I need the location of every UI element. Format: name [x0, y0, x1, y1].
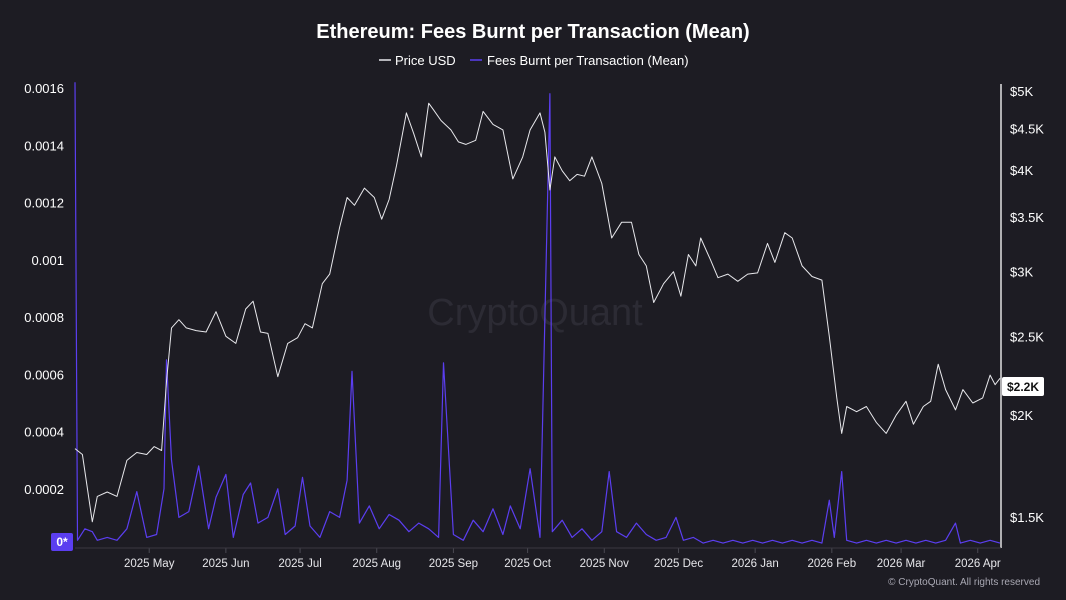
current-price-badge-label: $2.2K — [1007, 380, 1039, 394]
x-tick-label: 2026 Mar — [877, 558, 926, 570]
legend-item-price[interactable]: Price USD — [379, 53, 456, 68]
left-tick-label: 0.0016 — [24, 81, 64, 96]
x-tick-label: 2025 Oct — [504, 558, 551, 570]
right-tick-label: $1.5K — [1010, 510, 1044, 525]
x-tick-label: 2025 Jul — [278, 558, 321, 570]
left-tick-label: 0.0006 — [24, 367, 64, 382]
x-tick-label: 2025 May — [124, 558, 175, 570]
right-tick-label: $5K — [1010, 84, 1033, 99]
legend[interactable]: Price USD Fees Burnt per Transaction (Me… — [379, 53, 689, 68]
left-axis-ticks: 0.0016 0.0014 0.0012 0.001 0.0008 0.0006 0.000… — [24, 81, 64, 497]
right-tick-label: $2K — [1010, 408, 1033, 423]
watermark: CryptoQuant — [427, 292, 643, 334]
left-tick-label: 0.0002 — [24, 482, 64, 497]
x-tick-label: 2025 Jun — [202, 558, 249, 570]
x-tick-label: 2025 Sep — [429, 558, 478, 570]
left-tick-label: 0.0012 — [24, 196, 64, 211]
x-tick-label: 2025 Dec — [654, 558, 703, 570]
current-price-badge-background — [1002, 377, 1044, 396]
series-line-price — [74, 102, 1001, 523]
x-tick-label: 2025 Nov — [580, 558, 629, 570]
right-tick-label: $4.5K — [1010, 121, 1044, 136]
x-tick-label: 2026 Feb — [808, 558, 857, 570]
x-tick-label: 2025 Aug — [352, 558, 401, 570]
legend-item-fees[interactable]: Fees Burnt per Transaction (Mean) — [470, 53, 689, 68]
legend-label-price: Price USD — [395, 53, 456, 68]
series-line-fees — [74, 82, 1001, 544]
left-tick-label: 0.0004 — [24, 425, 64, 440]
right-tick-label: $3.5K — [1010, 210, 1044, 225]
left-tick-label: 0.001 — [31, 253, 64, 268]
legend-label-fees: Fees Burnt per Transaction (Mean) — [487, 53, 689, 68]
x-tick-label: 2026 Jan — [731, 558, 778, 570]
copyright: © CryptoQuant. All rights reserved — [888, 577, 1040, 588]
x-tick-label: 2026 Apr — [955, 558, 1001, 570]
zero-badge: 0* — [51, 533, 73, 551]
right-tick-label: $3K — [1010, 265, 1033, 280]
zero-badge-background — [51, 533, 73, 551]
x-axis-ticks: 2025 May 2025 Jun 2025 Jul 2025 Aug 2025 Sep… — [124, 548, 1001, 570]
right-tick-label: $2.5K — [1010, 329, 1044, 344]
left-tick-label: 0.0014 — [24, 138, 64, 153]
zero-badge-label: 0* — [56, 535, 68, 549]
left-tick-label: 0.0008 — [24, 310, 64, 325]
chart-title: Ethereum: Fees Burnt per Transaction (Me… — [316, 21, 749, 43]
right-tick-label: $4K — [1010, 163, 1033, 178]
right-axis-ticks: $5K $4.5K $4K $3.5K $3K $2.5K $2K $1.5K — [1010, 84, 1044, 525]
current-price-badge: $2.2K — [1002, 377, 1044, 396]
